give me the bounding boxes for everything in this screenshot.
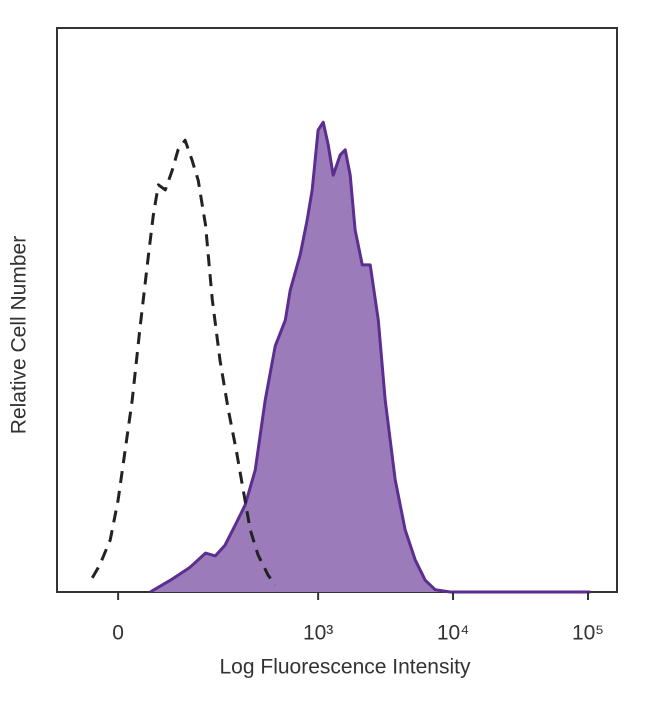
x-tick-label: 10³ [303, 622, 333, 645]
x-tick-label: 0 [112, 622, 124, 645]
histogram-fill [150, 122, 591, 592]
x-tick-label: 10⁵ [572, 622, 604, 645]
histogram-line [149, 120, 591, 594]
x-tick-label: 10⁴ [437, 622, 469, 645]
y-axis-label: Relative Cell Number [8, 236, 31, 434]
x-axis-label: Log Fluorescence Intensity [220, 656, 471, 679]
histogram-line [91, 138, 277, 587]
